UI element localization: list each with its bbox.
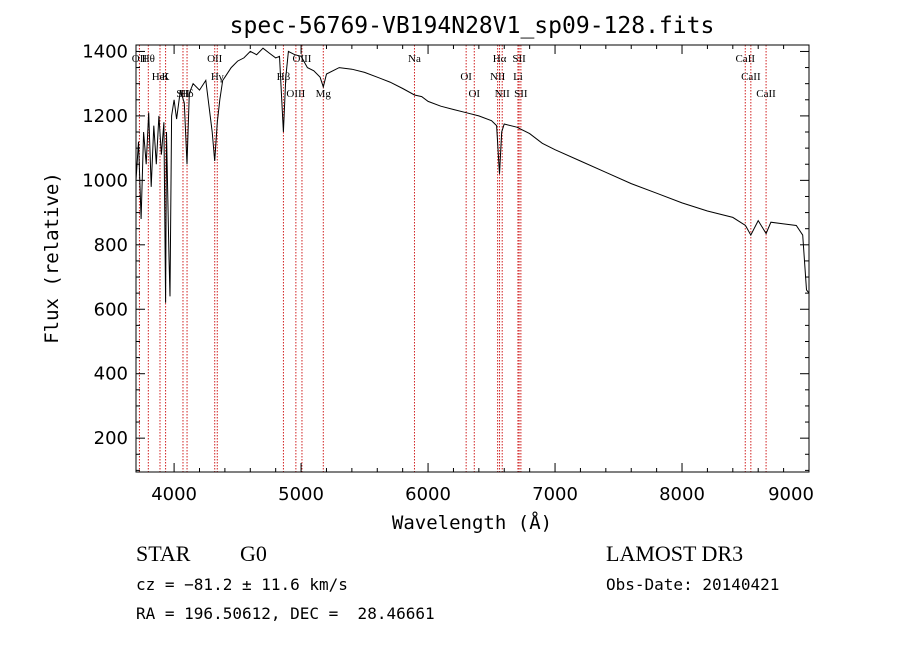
object-class: STAR [136,541,191,566]
line-marker-label-10: Hβ [277,71,291,83]
line-marker-label-8: OIII [286,88,305,100]
line-marker-label-4: HeI [152,71,169,83]
chart-title: spec-56769-VB194N28V1_sp09-128.fits [230,13,715,39]
x-tick-label-5: 9000 [768,484,814,505]
line-marker-label-18: SII [512,53,526,65]
y-tick-label-3: 800 [94,235,128,256]
coordinates: RA = 196.50612, DEC = 28.46661 [136,604,435,623]
line-marker-label-19: Li [513,71,523,83]
y-tick-label-6: 1400 [82,41,128,62]
x-tick-label-2: 6000 [405,484,451,505]
line-marker-label-6: OII [207,53,223,65]
spectrum-line [135,47,810,303]
x-tick-label-0: 4000 [151,484,197,505]
survey-name: LAMOST DR3 [606,541,743,566]
line-marker-label-11: Mg [316,88,332,100]
x-tick-label-1: 5000 [278,484,324,505]
x-tick-label-4: 8000 [659,484,705,505]
line-marker-label-7: Hγ [211,71,224,83]
emission-line-labels: HθKHδOIIHeISIIOIIHγOIIIOIIIHβMgNaOIOIHαN… [132,53,776,100]
line-marker-label-20: SII [514,88,528,100]
y-tick-label-0: 200 [94,428,128,449]
line-marker-label-21: CaII [735,53,755,65]
y-tick-label-4: 1000 [82,170,128,191]
y-tick-label-5: 1200 [82,106,128,127]
object-subclass: G0 [240,541,267,566]
y-tick-label-2: 600 [94,299,128,320]
line-marker-label-17: NII [495,88,511,100]
emission-line-markers [138,45,767,472]
line-marker-label-1: K [162,71,170,83]
line-marker-label-23: CaII [756,88,776,100]
y-axis-label: Flux (relative) [41,172,63,344]
y-tick-label-1: 400 [94,364,128,385]
line-marker-label-3: OII [132,53,148,65]
line-marker-label-12: Na [408,53,421,65]
line-marker-label-22: CaII [741,71,761,83]
line-marker-label-0: Hθ [142,53,155,65]
line-marker-label-15: Hα [493,53,507,65]
x-axis-label: Wavelength (Å) [392,511,552,534]
x-axis-ticks: 4000 5000 6000 7000 8000 9000 [151,45,814,505]
plot-frame [135,44,810,473]
y-axis-ticks: 200 400 600 800 1000 1200 1400 [82,41,809,471]
observation-date: Obs-Date: 20140421 [606,575,779,594]
line-marker-label-14: OI [468,88,480,100]
x-tick-label-3: 7000 [532,484,578,505]
line-marker-label-16: NII [490,71,506,83]
line-marker-label-13: OI [460,71,472,83]
redshift-info: cz = −81.2 ± 11.6 km/s [136,575,348,594]
